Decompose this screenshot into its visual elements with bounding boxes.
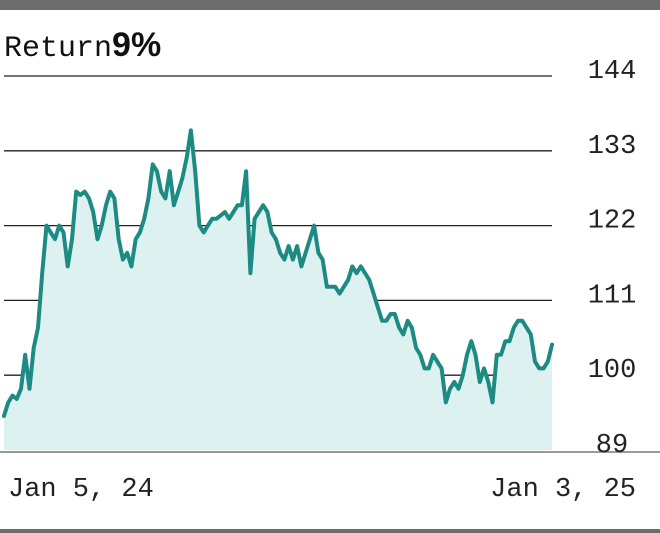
x-tick-label-end: Jan 3, 25 bbox=[490, 475, 636, 505]
y-tick-label: 111 bbox=[588, 281, 637, 311]
y-tick-label: 100 bbox=[588, 356, 637, 386]
bottom-border bbox=[0, 529, 660, 533]
top-border bbox=[0, 0, 660, 10]
y-tick-label: 144 bbox=[588, 57, 637, 87]
series-area-fill bbox=[4, 130, 552, 450]
x-tick-label-start: Jan 5, 24 bbox=[8, 475, 154, 505]
y-tick-label: 89 bbox=[596, 431, 628, 461]
series-line bbox=[2, 128, 554, 418]
title-label: Return bbox=[4, 32, 113, 66]
return-value: 9% bbox=[112, 26, 162, 64]
y-tick-label: 133 bbox=[588, 132, 637, 162]
y-tick-label: 122 bbox=[588, 207, 637, 237]
chart-title: Return9% bbox=[4, 26, 161, 66]
